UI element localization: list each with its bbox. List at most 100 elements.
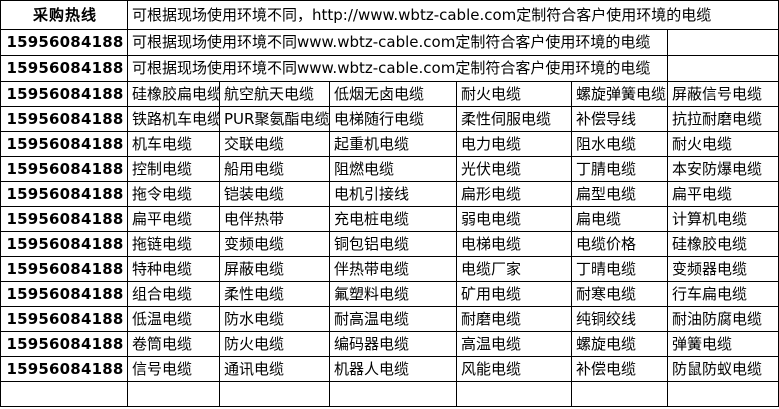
empty-cell[interactable] bbox=[666, 381, 779, 407]
product-cell[interactable]: 弱电电缆 bbox=[456, 206, 572, 232]
product-cell[interactable]: 航空航天电缆 bbox=[219, 81, 330, 107]
phone-cell[interactable]: 15956084188 bbox=[0, 131, 128, 157]
product-cell[interactable]: 电梯随行电缆 bbox=[329, 106, 457, 132]
product-cell[interactable]: 电伴热带 bbox=[219, 206, 330, 232]
empty-cell[interactable] bbox=[0, 381, 128, 407]
note-cell-short-2[interactable]: 可根据现场使用环境不同www.wbtz-cable.com定制符合客户使用环境的… bbox=[127, 55, 668, 82]
product-cell[interactable]: 交联电缆 bbox=[219, 131, 330, 157]
product-cell[interactable]: 扁型电缆 bbox=[571, 181, 668, 207]
product-cell[interactable]: 特种电缆 bbox=[127, 256, 220, 282]
phone-cell[interactable]: 15956084188 bbox=[0, 156, 128, 182]
product-cell[interactable]: PUR聚氨酯电缆 bbox=[219, 106, 330, 132]
product-cell[interactable]: 本安防爆电缆 bbox=[666, 156, 779, 182]
product-cell[interactable]: 组合电缆 bbox=[127, 281, 220, 307]
phone-cell[interactable]: 15956084188 bbox=[0, 331, 128, 357]
empty-cell[interactable] bbox=[666, 55, 779, 82]
product-cell[interactable]: 控制电缆 bbox=[127, 156, 220, 182]
product-cell[interactable]: 编码器电缆 bbox=[329, 331, 457, 357]
product-cell[interactable]: 螺旋电缆 bbox=[571, 331, 668, 357]
product-cell[interactable]: 耐火电缆 bbox=[456, 81, 572, 107]
product-cell[interactable]: 防火电缆 bbox=[219, 331, 330, 357]
product-cell[interactable]: 耐高温电缆 bbox=[329, 306, 457, 332]
product-cell[interactable]: 电梯电缆 bbox=[456, 231, 572, 257]
product-cell[interactable]: 螺旋弹簧电缆 bbox=[571, 81, 668, 107]
phone-cell[interactable]: 15956084188 bbox=[0, 356, 128, 382]
product-cell[interactable]: 柔性伺服电缆 bbox=[456, 106, 572, 132]
phone-cell[interactable]: 15956084188 bbox=[0, 29, 128, 56]
product-cell[interactable]: 低温电缆 bbox=[127, 306, 220, 332]
product-cell[interactable]: 船用电缆 bbox=[219, 156, 330, 182]
product-cell[interactable]: 机器人电缆 bbox=[329, 356, 457, 382]
note-cell-full[interactable]: 可根据现场使用环境不同，http://www.wbtz-cable.com定制符… bbox=[126, 0, 779, 30]
product-cell[interactable]: 变频器电缆 bbox=[666, 256, 779, 282]
product-cell[interactable]: 电缆厂家 bbox=[456, 256, 572, 282]
product-cell[interactable]: 柔性电缆 bbox=[219, 281, 330, 307]
empty-cell[interactable] bbox=[571, 381, 668, 407]
phone-cell[interactable]: 15956084188 bbox=[0, 231, 128, 257]
product-cell[interactable]: 耐寒电缆 bbox=[571, 281, 668, 307]
product-cell[interactable]: 电力电缆 bbox=[456, 131, 572, 157]
product-cell[interactable]: 防鼠防蚁电缆 bbox=[666, 356, 779, 382]
product-cell[interactable]: 扁平电缆 bbox=[127, 206, 220, 232]
product-cell[interactable]: 扁平电缆 bbox=[666, 181, 779, 207]
product-cell[interactable]: 氟塑料电缆 bbox=[329, 281, 457, 307]
empty-cell[interactable] bbox=[219, 381, 330, 407]
product-cell[interactable]: 阻水电缆 bbox=[571, 131, 668, 157]
empty-cell[interactable] bbox=[666, 29, 779, 56]
phone-cell[interactable]: 15956084188 bbox=[0, 306, 128, 332]
product-cell[interactable]: 耐火电缆 bbox=[666, 131, 779, 157]
empty-cell[interactable] bbox=[329, 381, 457, 407]
product-cell[interactable]: 行车扁电缆 bbox=[666, 281, 779, 307]
product-cell[interactable]: 补偿导线 bbox=[571, 106, 668, 132]
product-cell[interactable]: 伴热带电缆 bbox=[329, 256, 457, 282]
product-cell[interactable]: 耐磨电缆 bbox=[456, 306, 572, 332]
product-cell[interactable]: 耐油防腐电缆 bbox=[666, 306, 779, 332]
empty-cell[interactable] bbox=[456, 381, 572, 407]
product-cell[interactable]: 矿用电缆 bbox=[456, 281, 572, 307]
product-cell[interactable]: 风能电缆 bbox=[456, 356, 572, 382]
product-cell[interactable]: 铁路机车电缆 bbox=[127, 106, 220, 132]
note-cell-short-1[interactable]: 可根据现场使用环境不同www.wbtz-cable.com定制符合客户使用环境的… bbox=[127, 29, 668, 56]
product-cell[interactable]: 卷筒电缆 bbox=[127, 331, 220, 357]
hotline-label-cell[interactable]: 采购热线 bbox=[0, 0, 128, 30]
product-cell[interactable]: 补偿电缆 bbox=[571, 356, 668, 382]
product-cell[interactable]: 低烟无卤电缆 bbox=[329, 81, 457, 107]
phone-cell[interactable]: 15956084188 bbox=[0, 55, 128, 82]
product-cell[interactable]: 丁晴电缆 bbox=[571, 256, 668, 282]
empty-cell[interactable] bbox=[127, 381, 220, 407]
product-cell[interactable]: 拖令电缆 bbox=[127, 181, 220, 207]
product-cell[interactable]: 铜包铝电缆 bbox=[329, 231, 457, 257]
product-cell[interactable]: 充电桩电缆 bbox=[329, 206, 457, 232]
phone-cell[interactable]: 15956084188 bbox=[0, 106, 128, 132]
product-cell[interactable]: 硅橡胶电缆 bbox=[666, 231, 779, 257]
product-cell[interactable]: 扁电缆 bbox=[571, 206, 668, 232]
product-cell[interactable]: 拖链电缆 bbox=[127, 231, 220, 257]
product-cell[interactable]: 起重机电缆 bbox=[329, 131, 457, 157]
phone-cell[interactable]: 15956084188 bbox=[0, 206, 128, 232]
phone-cell[interactable]: 15956084188 bbox=[0, 281, 128, 307]
phone-cell[interactable]: 15956084188 bbox=[0, 181, 128, 207]
product-cell[interactable]: 防水电缆 bbox=[219, 306, 330, 332]
product-cell[interactable]: 硅橡胶扁电缆 bbox=[127, 81, 220, 107]
product-cell[interactable]: 机车电缆 bbox=[127, 131, 220, 157]
product-cell[interactable]: 通讯电缆 bbox=[219, 356, 330, 382]
product-cell[interactable]: 扁形电缆 bbox=[456, 181, 572, 207]
phone-cell[interactable]: 15956084188 bbox=[0, 256, 128, 282]
product-cell[interactable]: 计算机电缆 bbox=[666, 206, 779, 232]
phone-cell[interactable]: 15956084188 bbox=[0, 81, 128, 107]
product-cell[interactable]: 阻燃电缆 bbox=[329, 156, 457, 182]
product-cell[interactable]: 电机引接线 bbox=[329, 181, 457, 207]
product-cell[interactable]: 变频电缆 bbox=[219, 231, 330, 257]
product-cell[interactable]: 信号电缆 bbox=[127, 356, 220, 382]
product-cell[interactable]: 纯铜绞线 bbox=[571, 306, 668, 332]
product-cell[interactable]: 屏蔽信号电缆 bbox=[666, 81, 779, 107]
product-cell[interactable]: 弹簧电缆 bbox=[666, 331, 779, 357]
product-cell[interactable]: 高温电缆 bbox=[456, 331, 572, 357]
product-cell[interactable]: 铠装电缆 bbox=[219, 181, 330, 207]
product-cell[interactable]: 抗拉耐磨电缆 bbox=[666, 106, 779, 132]
product-cell[interactable]: 丁腈电缆 bbox=[571, 156, 668, 182]
product-cell[interactable]: 电缆价格 bbox=[571, 231, 668, 257]
product-cell[interactable]: 光伏电缆 bbox=[456, 156, 572, 182]
product-cell[interactable]: 屏蔽电缆 bbox=[219, 256, 330, 282]
